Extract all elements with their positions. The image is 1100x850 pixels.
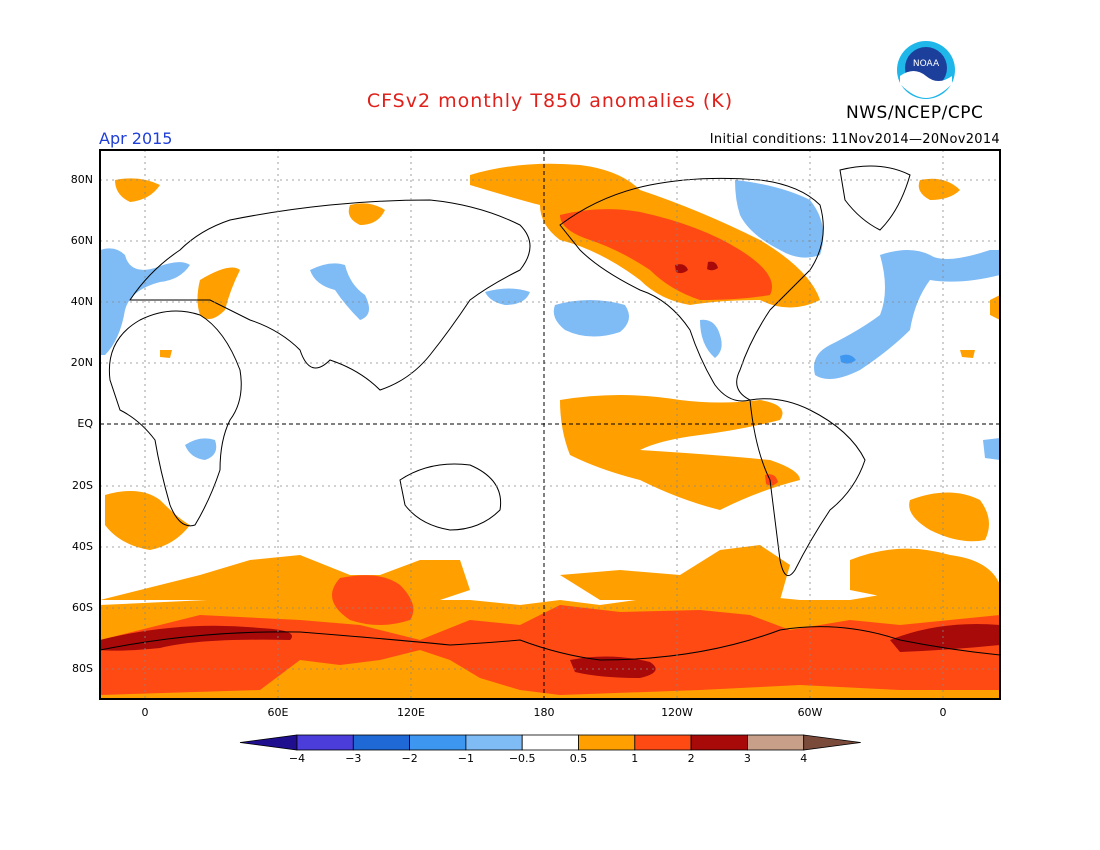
lon-tick-label: 120W [661, 706, 693, 719]
anomaly-region [814, 250, 1000, 379]
chart-title: CFSv2 monthly T850 anomalies (K) [366, 90, 734, 112]
anomaly-region [850, 548, 1000, 600]
anomaly-region [310, 263, 369, 320]
colorbar-segment [690, 734, 748, 751]
lon-tick-label: 60W [797, 706, 823, 719]
lat-tick-label: 60N [70, 234, 93, 247]
colorbar-segment [747, 734, 805, 751]
anomaly-region [918, 178, 960, 200]
anomaly-region [553, 300, 629, 337]
anomaly-region [990, 295, 1000, 320]
colorbar-segment [465, 734, 523, 751]
lat-tick-label: 20N [70, 356, 93, 369]
lat-tick-label: 80N [70, 173, 93, 186]
colorbar-tick-label: 2 [687, 752, 695, 765]
anomaly-region [100, 625, 292, 651]
logo-text: NOAA [913, 59, 940, 69]
lon-tick-label: 0 [939, 706, 947, 719]
lat-tick-label: EQ [77, 417, 93, 430]
anomaly-region [100, 248, 190, 355]
lat-tick-label: 60S [72, 601, 93, 614]
colorbar-segment [578, 734, 636, 751]
anomaly-region [840, 354, 856, 364]
colorbar [239, 734, 861, 751]
anomaly-region [332, 575, 414, 625]
colorbar-segment [352, 734, 410, 751]
anomaly-region [700, 319, 722, 358]
colorbar-arrow-left [239, 734, 298, 751]
anomaly-region [348, 203, 385, 225]
lat-tick-label: 40S [72, 540, 93, 553]
noaa-logo-icon: NOAA [897, 41, 955, 99]
anomaly-region [707, 261, 718, 271]
coastlines [100, 165, 1000, 661]
colorbar-tick-label: −0.5 [508, 752, 536, 765]
anomaly-region [960, 350, 975, 358]
anomaly-region [735, 180, 824, 258]
colorbar-tick-label: 1 [631, 752, 639, 765]
lat-tick-label: 20S [72, 479, 93, 492]
colorbar-tick-label: 0.5 [569, 752, 588, 765]
lon-tick-label: 120E [397, 706, 425, 719]
anomaly-region [570, 656, 656, 678]
colorbar-segment [634, 734, 692, 751]
grid-lines [100, 150, 1000, 699]
anomaly-region [485, 288, 530, 305]
colorbar-segment [296, 734, 354, 751]
colorbar-tick-label: 4 [800, 752, 808, 765]
forecast-period: Apr 2015 [99, 129, 173, 148]
anomaly-region [197, 267, 240, 319]
lon-tick-label: 60E [267, 706, 289, 719]
anomaly-region [909, 492, 989, 542]
anomaly-region [675, 264, 688, 274]
colorbar-arrow-right [803, 734, 861, 751]
colorbar-segment [521, 734, 579, 751]
colorbar-tick-label: 3 [743, 752, 751, 765]
anomaly-region [560, 545, 790, 600]
anomaly-region [160, 350, 172, 358]
lat-tick-label: 40N [70, 295, 93, 308]
anomaly-region [983, 438, 1000, 460]
anomaly-region [115, 178, 160, 202]
lon-tick-label: 0 [141, 706, 149, 719]
anomaly-region [105, 491, 190, 550]
organization-label: NWS/NCEP/CPC [846, 103, 984, 123]
colorbar-segment [409, 734, 467, 751]
anomaly-region [560, 209, 772, 300]
anomaly-region [890, 624, 1000, 652]
lat-tick-label: 80S [72, 662, 93, 675]
colorbar-tick-label: −1 [457, 752, 474, 765]
initial-conditions: Initial conditions: 11Nov2014—20Nov2014 [709, 132, 1000, 147]
lon-tick-label: 180 [533, 706, 555, 719]
anomaly-region [185, 438, 217, 460]
map-frame [99, 149, 1001, 700]
colorbar-tick-label: −2 [401, 752, 418, 765]
colorbar-tick-label: −3 [345, 752, 362, 765]
colorbar-tick-label: −4 [288, 752, 306, 765]
